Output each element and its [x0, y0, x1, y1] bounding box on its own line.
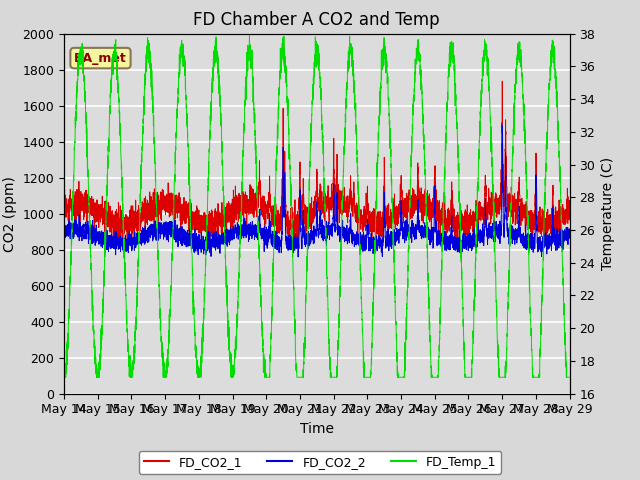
FD_CO2_2 [430, 226, 438, 231]
FD_Temp_1 [565, 374, 573, 380]
FD_CO2_1 [60, 210, 68, 216]
Legend: FD_CO2_1, FD_CO2_2, FD_Temp_1: FD_CO2_1, FD_CO2_2, FD_Temp_1 [139, 451, 501, 474]
Text: BA_met: BA_met [74, 51, 127, 65]
FD_Temp_1 [151, 159, 159, 165]
Line: FD_CO2_2: FD_CO2_2 [64, 125, 570, 257]
FD_Temp_1 [60, 363, 68, 369]
FD_CO2_1 [566, 215, 573, 220]
Title: FD Chamber A CO2 and Temp: FD Chamber A CO2 and Temp [193, 11, 440, 29]
FD_CO2_2 [565, 235, 573, 241]
FD_CO2_1 [402, 207, 410, 213]
FD_Temp_1 [246, 31, 253, 36]
FD_Temp_1 [298, 374, 305, 380]
FD_CO2_2 [499, 122, 506, 128]
FD_CO2_2 [566, 226, 573, 232]
FD_CO2_1 [499, 78, 506, 84]
FD_Temp_1 [566, 374, 573, 380]
Line: FD_CO2_1: FD_CO2_1 [64, 81, 570, 244]
FD_CO2_1 [430, 205, 438, 211]
Y-axis label: CO2 (ppm): CO2 (ppm) [3, 176, 17, 252]
FD_Temp_1 [60, 374, 68, 380]
FD_CO2_1 [565, 208, 573, 214]
Y-axis label: Temperature (C): Temperature (C) [601, 157, 615, 270]
FD_CO2_1 [298, 218, 305, 224]
FD_CO2_2 [294, 254, 302, 260]
FD_CO2_1 [540, 241, 547, 247]
FD_Temp_1 [430, 374, 438, 380]
FD_CO2_2 [459, 242, 467, 248]
FD_CO2_2 [402, 233, 410, 239]
FD_CO2_2 [60, 233, 68, 239]
FD_Temp_1 [459, 295, 467, 300]
FD_CO2_2 [298, 237, 305, 243]
X-axis label: Time: Time [300, 422, 334, 436]
FD_CO2_1 [458, 224, 466, 230]
FD_Temp_1 [402, 337, 410, 343]
Line: FD_Temp_1: FD_Temp_1 [64, 34, 570, 377]
FD_CO2_1 [151, 201, 159, 206]
FD_CO2_2 [151, 234, 159, 240]
